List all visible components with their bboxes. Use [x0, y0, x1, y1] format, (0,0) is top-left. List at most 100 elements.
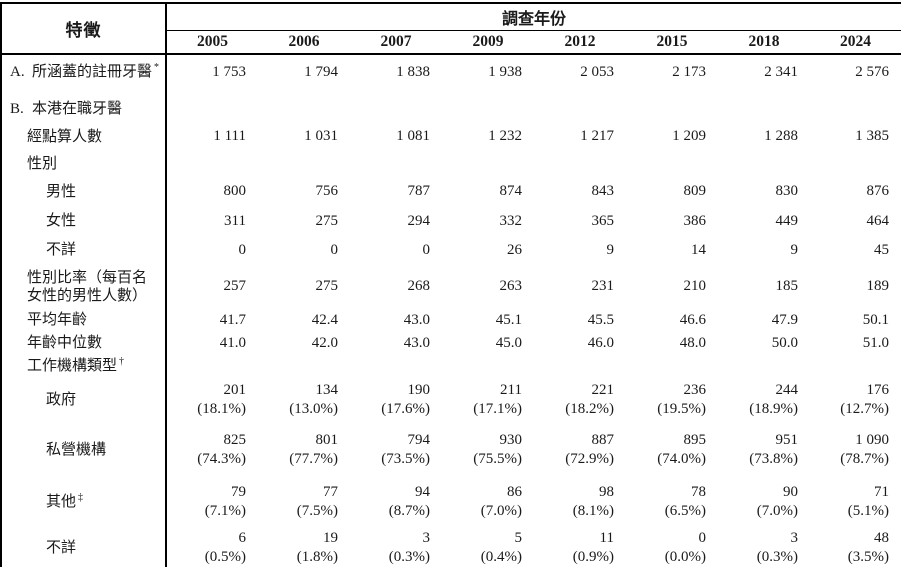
table-cell: 185 [775, 278, 799, 294]
table-cell: 3 (0.3%) [350, 528, 442, 567]
table-cell [350, 96, 442, 123]
table-body: A. 所涵蓋的註冊牙醫 * 1 753 1 794 1 838 1 938 2 053 2 17… [1, 53, 901, 567]
cell-percent: (18.2%) [565, 401, 614, 417]
table-cell: 231 [591, 278, 615, 294]
cell-count: 78 [691, 483, 706, 500]
row-label-text: 所涵蓋的註冊牙醫 [32, 63, 153, 80]
cell-count: 801 [315, 431, 339, 448]
row-label: 不詳 [1, 527, 167, 567]
cell-percent: (7.0%) [480, 502, 522, 519]
cell-count: 887 [591, 431, 615, 448]
row-label: 平均年齡 [1, 308, 167, 332]
cell-percent: (74.0%) [657, 450, 706, 467]
cell-count: 77 [323, 483, 338, 500]
table-cell: 0 [422, 241, 431, 258]
cell-percent: (3.5%) [847, 548, 890, 565]
table-cell: 464 [866, 212, 890, 229]
table-cell: 1 209 [672, 128, 706, 144]
table-cell: 801 (77.7%) [258, 424, 350, 476]
table-cell: 386 [683, 212, 707, 229]
row-label-text: 平均年齡 [27, 312, 88, 328]
table-cell: 787 [407, 183, 431, 199]
table-cell: 794 (73.5%) [350, 424, 442, 476]
table-cell: 876 [866, 183, 890, 199]
cell-percent: (77.7%) [289, 450, 338, 467]
row-label-text: 本港在職牙醫 [32, 101, 123, 117]
table-cell [166, 355, 258, 377]
cell-count: 98 [599, 483, 614, 500]
cell-count: 11 [599, 529, 614, 546]
cell-percent: (18.9%) [749, 401, 798, 417]
table-cell: 236 (19.5%) [626, 377, 718, 424]
table-cell: 43.0 [403, 311, 430, 328]
cell-percent: (12.7%) [840, 401, 890, 417]
table-cell: 46.0 [587, 334, 614, 351]
year-column-header: 2012 [534, 30, 626, 55]
cell-count: 48 [874, 529, 890, 546]
table-cell: 0 [330, 241, 339, 258]
table-cell [350, 151, 442, 177]
table-cell: 895 (74.0%) [626, 424, 718, 476]
table-cell [350, 355, 442, 377]
table-cell [626, 151, 718, 177]
table-cell: 0 [238, 241, 247, 258]
table-cell: 45.1 [495, 311, 522, 328]
table-cell: 201 (18.1%) [166, 377, 258, 424]
row-label-text: 男性 [46, 183, 77, 200]
cell-count: 6 [238, 529, 247, 546]
year-column-header: 2005 [166, 30, 258, 55]
table-cell: 1 111 [213, 128, 246, 144]
table-cell: 275 [315, 212, 339, 229]
table-cell: 14 [691, 241, 706, 258]
table-cell [258, 151, 350, 177]
cell-count: 825 [223, 431, 247, 448]
cell-count: 3 [422, 529, 431, 546]
row-label: 年齡中位數 [1, 331, 167, 355]
row-label-text: 不詳 [46, 242, 77, 258]
cell-percent: (0.3%) [388, 548, 430, 565]
row-label: 性別比率（每百名女性的男性人數） [1, 264, 167, 309]
footnote-marker: † [119, 355, 125, 367]
table-cell: 1 385 [855, 128, 890, 144]
cell-percent: (0.9%) [572, 548, 614, 565]
row-label: 男性 [1, 176, 167, 207]
cell-count: 5 [514, 529, 523, 546]
row-label: 不詳 [1, 235, 167, 265]
table-cell: 1 794 [304, 63, 338, 80]
table-cell [258, 96, 350, 123]
table-cell: 11 (0.9%) [534, 528, 626, 567]
cell-count: 930 [499, 431, 523, 448]
cell-count: 794 [407, 431, 431, 448]
cell-percent: (7.0%) [756, 502, 798, 519]
table-cell [718, 151, 810, 177]
table-cell [810, 96, 901, 123]
table-cell: 43.0 [403, 334, 430, 351]
cell-percent: (7.1%) [204, 502, 246, 519]
table-cell: 1 288 [764, 128, 798, 144]
table-cell [166, 151, 258, 177]
row-label: 女性 [1, 206, 167, 236]
table-cell: 1 938 [488, 63, 522, 80]
cell-percent: (19.5%) [657, 401, 706, 417]
row-label: 政府 [1, 376, 167, 424]
cell-percent: (17.6%) [381, 401, 430, 417]
table-cell: 809 [683, 183, 707, 199]
cell-count: 221 [591, 382, 615, 398]
table-cell: 2 173 [672, 63, 706, 80]
table-cell: 98 (8.1%) [534, 476, 626, 528]
table-cell: 221 (18.2%) [534, 377, 626, 424]
table-cell: 294 [407, 212, 431, 229]
row-label-text: 不詳 [46, 539, 77, 556]
table-cell: 275 [315, 278, 339, 294]
cell-count: 201 [223, 382, 247, 398]
row-label-text: 工作機構類型 [27, 357, 118, 374]
table-cell [442, 151, 534, 177]
table-row-private: 私營機構 825 (74.3%) 801 (77.7%) 794 (73.5%) 930 (75… [1, 423, 901, 476]
table-row-org-unknown: 不詳 6 (0.5%) 19 (1.8%) 3 (0.3%) 5 (0.4%) 11 (0.9%) 0… [1, 527, 901, 567]
table-cell: 41.7 [219, 311, 246, 328]
cell-count: 94 [415, 483, 430, 500]
table-cell: 0 (0.0%) [626, 528, 718, 567]
cell-count: 1 090 [855, 431, 890, 448]
table-row-a-registered: A. 所涵蓋的註冊牙醫 * 1 753 1 794 1 838 1 938 2 053 2 17… [1, 53, 901, 96]
